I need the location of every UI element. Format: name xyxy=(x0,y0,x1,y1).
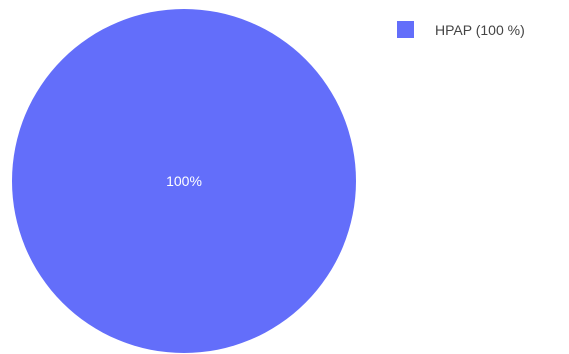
legend-label[interactable]: HPAP (100 %) xyxy=(435,22,525,38)
pie-slices xyxy=(12,9,356,353)
pie-slice-labels: 100% xyxy=(166,173,202,189)
pie-slice-hpap[interactable] xyxy=(12,9,356,353)
legend-swatch[interactable] xyxy=(397,21,414,38)
slice-label-hpap: 100% xyxy=(166,173,202,189)
legend[interactable]: HPAP (100 %) xyxy=(397,21,525,38)
